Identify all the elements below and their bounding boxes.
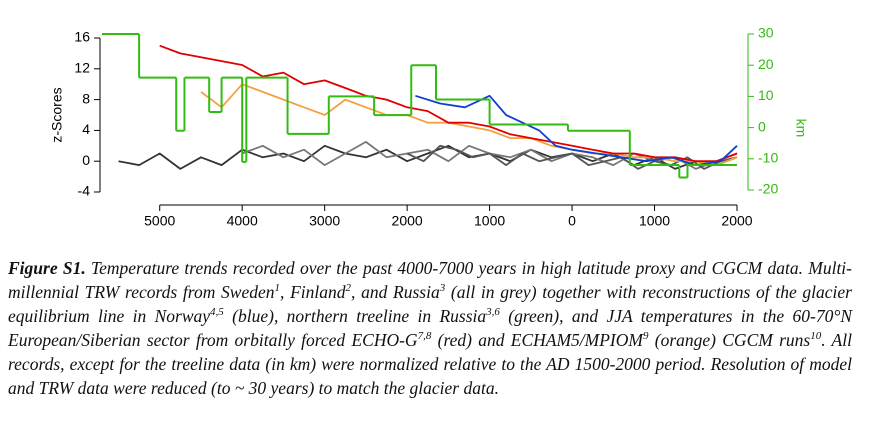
caption-reference: 3,6: [486, 306, 500, 319]
caption: Figure S1. Temperature trends recorded o…: [8, 256, 852, 400]
x-tick-label: 2000: [392, 213, 423, 229]
y-tick-label: 16: [74, 29, 90, 45]
caption-reference: 10: [810, 330, 822, 343]
caption-reference: 3: [439, 282, 446, 295]
caption-text: (all in grey) together with reconstructi…: [8, 282, 852, 326]
y2-tick-label: -10: [758, 150, 778, 166]
caption-text: , and Russia: [351, 282, 440, 302]
caption-reference: 4,5: [210, 306, 224, 319]
caption-label: Figure S1.: [8, 258, 86, 278]
caption-text: (orange) CGCM runs: [648, 330, 811, 350]
y-axis-label: z-Scores: [49, 87, 65, 142]
x-tick-label: 3000: [309, 213, 340, 229]
x-tick-label: 0: [568, 213, 576, 229]
x-tick-label: 1000: [474, 213, 505, 229]
y2-tick-label: 30: [758, 25, 774, 41]
y-tick-label: -4: [78, 183, 91, 199]
caption-text: Temperature trends recorded over the pas…: [8, 258, 853, 302]
caption-reference: 9: [642, 330, 649, 343]
x-tick-label: 2000: [721, 213, 752, 229]
y-tick-label: 0: [82, 152, 90, 168]
caption-text: . All records, except for the treeline d…: [8, 330, 852, 398]
caption-text: (blue), northern treeline in Russia: [223, 306, 487, 326]
chart: z-Scores km -4 0 4 8 12 16 -20 -10 0 10 20 30 5000 40…: [49, 25, 810, 229]
y-tick-label: 4: [82, 121, 90, 137]
y2-tick-label: -20: [758, 181, 778, 197]
series-line: [200, 83, 738, 166]
x-tick-label: 1000: [639, 213, 670, 229]
y-tick-label: 12: [74, 60, 90, 76]
y-tick-label: 8: [82, 90, 90, 106]
series-line: [415, 94, 738, 166]
y2-axis-label: km: [793, 119, 809, 138]
caption-reference: 1: [274, 282, 281, 295]
y2-tick-label: 20: [758, 56, 774, 72]
y2-tick-label: 0: [758, 118, 766, 134]
caption-reference: 2: [345, 282, 352, 295]
caption-reference: 7,8: [417, 330, 432, 343]
caption-text: (red) and ECHAM5/MPIOM: [431, 330, 643, 350]
y2-tick-label: 10: [758, 87, 774, 103]
caption-text: (green), and JJA temperatures in the 60-…: [8, 306, 852, 350]
x-tick-label: 5000: [144, 213, 175, 229]
series-line: [159, 44, 738, 163]
caption-text: , Finland: [280, 282, 346, 302]
x-tick-label: 4000: [227, 213, 258, 229]
